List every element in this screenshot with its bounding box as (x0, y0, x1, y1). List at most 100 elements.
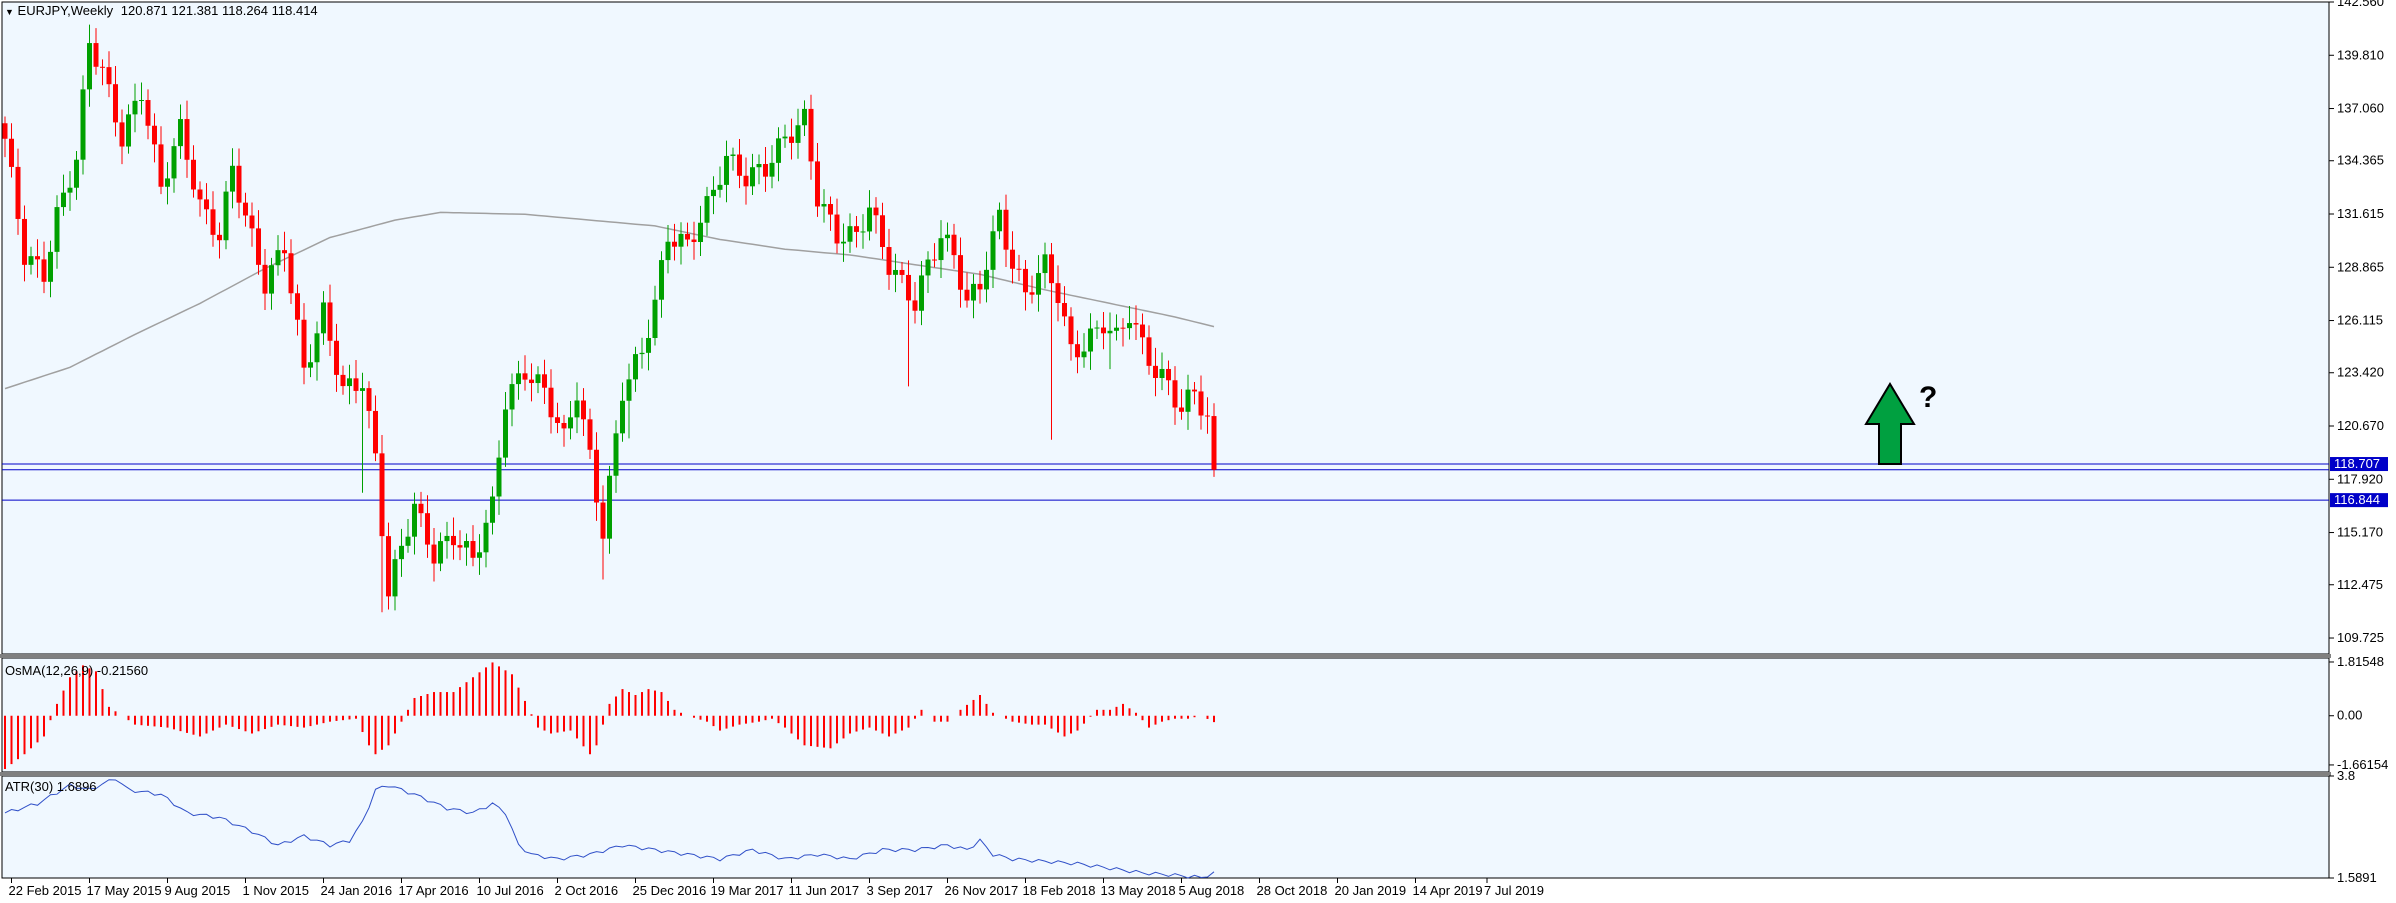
candle[interactable] (386, 522, 391, 610)
candle[interactable] (938, 220, 944, 278)
candle[interactable] (893, 253, 898, 293)
candle[interactable] (191, 145, 196, 198)
candle[interactable] (74, 150, 79, 200)
candle[interactable] (1042, 242, 1048, 289)
candle[interactable] (698, 205, 703, 256)
candle[interactable] (1088, 313, 1093, 370)
candle[interactable] (971, 274, 976, 319)
candle[interactable] (730, 147, 736, 171)
candle[interactable] (704, 186, 710, 236)
candle[interactable] (87, 24, 92, 107)
candle[interactable] (574, 382, 580, 434)
candle[interactable] (360, 372, 365, 493)
candle[interactable] (451, 517, 456, 560)
candle[interactable] (158, 126, 164, 195)
candle[interactable] (379, 435, 385, 613)
candle[interactable] (22, 205, 27, 282)
candle[interactable] (639, 337, 645, 369)
candle[interactable] (431, 528, 437, 582)
candle[interactable] (555, 402, 560, 434)
candle[interactable] (1055, 265, 1061, 322)
candle[interactable] (152, 113, 157, 163)
candle[interactable] (61, 174, 66, 216)
candle[interactable] (1166, 360, 1171, 396)
candle[interactable] (282, 231, 287, 272)
candle[interactable] (366, 381, 372, 429)
candle[interactable] (789, 118, 794, 160)
candle[interactable] (405, 518, 411, 553)
candle[interactable] (828, 196, 833, 231)
candle[interactable] (808, 94, 814, 180)
candle[interactable] (54, 195, 60, 269)
candle[interactable] (184, 100, 190, 178)
candle[interactable] (165, 162, 170, 205)
candle[interactable] (2, 116, 8, 158)
candle[interactable] (932, 243, 937, 268)
candle[interactable] (873, 197, 879, 234)
candle[interactable] (93, 28, 99, 75)
candle[interactable] (1205, 397, 1210, 434)
candle[interactable] (912, 282, 918, 324)
candle[interactable] (464, 533, 469, 566)
candle[interactable] (373, 395, 378, 462)
candle[interactable] (1127, 306, 1132, 340)
candle[interactable] (334, 323, 339, 392)
candle[interactable] (581, 388, 586, 437)
candle[interactable] (100, 59, 105, 86)
candle[interactable] (607, 465, 612, 554)
candle[interactable] (1062, 286, 1067, 327)
candle[interactable] (288, 239, 294, 304)
candle[interactable] (236, 148, 242, 219)
candle[interactable] (1003, 194, 1009, 268)
candle[interactable] (672, 223, 677, 261)
candle[interactable] (711, 176, 716, 215)
candle[interactable] (795, 108, 801, 159)
candle[interactable] (230, 148, 235, 209)
candle[interactable] (113, 65, 118, 137)
candle[interactable] (821, 189, 827, 223)
candle[interactable] (516, 360, 521, 400)
candle[interactable] (308, 344, 313, 378)
candle[interactable] (1153, 347, 1158, 397)
candle[interactable] (743, 157, 749, 205)
candle[interactable] (438, 532, 443, 572)
candle[interactable] (48, 240, 53, 298)
candle[interactable] (542, 359, 547, 404)
candle[interactable] (880, 202, 885, 259)
candle[interactable] (126, 104, 131, 154)
candle[interactable] (503, 391, 508, 467)
candle[interactable] (347, 364, 352, 405)
candle[interactable] (1101, 311, 1106, 350)
candle[interactable] (1075, 330, 1080, 374)
candle[interactable] (587, 408, 593, 460)
candle[interactable] (269, 257, 274, 310)
candle[interactable] (958, 237, 963, 308)
candle[interactable] (418, 491, 424, 527)
candle[interactable] (977, 270, 983, 304)
candle[interactable] (470, 525, 476, 567)
candle[interactable] (80, 75, 86, 175)
atr-pane[interactable] (4, 779, 1215, 879)
candle[interactable] (1179, 389, 1184, 420)
candle[interactable] (737, 138, 742, 189)
candle[interactable] (620, 382, 625, 442)
candle[interactable] (906, 260, 911, 387)
candle[interactable] (522, 355, 528, 391)
candle[interactable] (15, 148, 21, 235)
candle[interactable] (1146, 325, 1152, 375)
candle[interactable] (28, 246, 34, 275)
candle[interactable] (717, 166, 723, 198)
candle[interactable] (210, 191, 216, 247)
candle[interactable] (815, 143, 820, 217)
candle[interactable] (763, 146, 768, 192)
candle[interactable] (997, 202, 1002, 240)
candle[interactable] (444, 521, 450, 559)
candle[interactable] (613, 420, 619, 493)
candle[interactable] (568, 401, 573, 440)
candle[interactable] (9, 123, 14, 178)
candle[interactable] (301, 303, 307, 385)
candle[interactable] (834, 198, 840, 254)
main-price-pane[interactable] (2, 24, 2329, 613)
candle[interactable] (776, 127, 781, 182)
